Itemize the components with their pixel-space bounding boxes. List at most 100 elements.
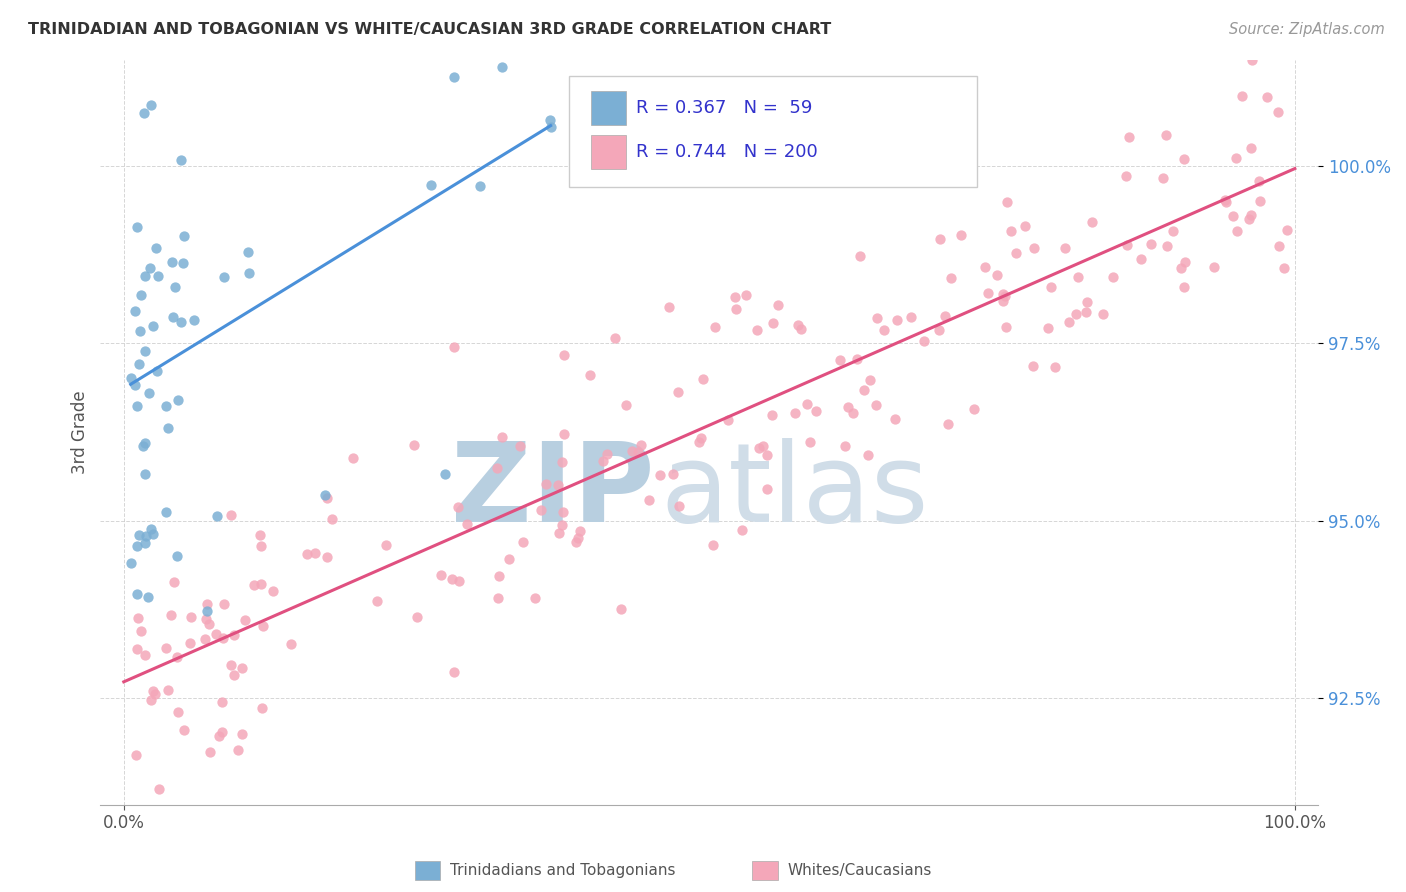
Point [630, 438, 652, 452]
Point [553, 348, 575, 362]
Point [837, 400, 859, 414]
Point [650, 467, 672, 482]
Point [129, 624, 152, 638]
Point [1014, 219, 1036, 234]
Text: Trinidadians and Tobagonians: Trinidadians and Tobagonians [450, 863, 675, 878]
Point [627, 445, 650, 459]
Point [1057, 315, 1080, 329]
Point [249, 528, 271, 542]
Point [568, 524, 591, 538]
Point [579, 368, 602, 383]
Point [162, 310, 184, 324]
Point [315, 550, 337, 565]
Point [1173, 152, 1195, 166]
Point [551, 455, 574, 469]
Point [155, 505, 177, 519]
Point [250, 701, 273, 715]
Point [1140, 236, 1163, 251]
Point [534, 476, 557, 491]
Point [1173, 279, 1195, 293]
Point [231, 727, 253, 741]
Point [155, 640, 177, 655]
Point [1226, 223, 1249, 237]
Point [762, 316, 785, 330]
Point [143, 687, 166, 701]
Point [1249, 194, 1271, 208]
Point [735, 288, 758, 302]
Point [374, 538, 396, 552]
Point [250, 577, 273, 591]
Point [1091, 307, 1114, 321]
Point [456, 517, 478, 532]
Point [195, 604, 218, 618]
Point [195, 612, 218, 626]
Point [834, 438, 856, 452]
Point [973, 260, 995, 274]
Point [167, 393, 190, 408]
Point [596, 447, 619, 461]
Point [141, 98, 163, 112]
Point [799, 434, 821, 449]
Point [689, 430, 711, 444]
Point [134, 536, 156, 550]
Point [1130, 252, 1153, 266]
Point [488, 569, 510, 583]
Point [866, 310, 889, 325]
Point [128, 528, 150, 542]
Point [342, 451, 364, 466]
Point [211, 725, 233, 739]
Point [1039, 280, 1062, 294]
Point [443, 340, 465, 354]
Point [179, 636, 201, 650]
Point [145, 241, 167, 255]
Point [434, 467, 457, 481]
Point [134, 648, 156, 662]
Point [136, 590, 159, 604]
Point [1115, 237, 1137, 252]
Point [756, 448, 779, 462]
Point [125, 641, 148, 656]
Point [162, 254, 184, 268]
Point [725, 301, 748, 316]
Point [142, 319, 165, 334]
Point [205, 508, 228, 523]
Text: atlas: atlas [661, 438, 929, 545]
Point [666, 384, 689, 399]
Point [1080, 215, 1102, 229]
Point [592, 454, 614, 468]
Point [134, 344, 156, 359]
Point [638, 492, 661, 507]
Point [262, 584, 284, 599]
Point [233, 613, 256, 627]
Point [786, 318, 808, 333]
Point [790, 322, 813, 336]
Point [402, 437, 425, 451]
Point [842, 406, 865, 420]
Point [238, 267, 260, 281]
Point [1053, 241, 1076, 255]
Point [443, 70, 465, 84]
Point [614, 398, 637, 412]
Point [755, 482, 778, 496]
Point [139, 522, 162, 536]
Point [530, 503, 553, 517]
Point [1118, 129, 1140, 144]
Text: R = 0.744   N = 200: R = 0.744 N = 200 [636, 143, 817, 161]
Point [405, 610, 427, 624]
Point [135, 529, 157, 543]
Point [553, 427, 575, 442]
Point [139, 260, 162, 275]
Point [440, 572, 463, 586]
Point [928, 231, 950, 245]
Point [212, 597, 235, 611]
Point [1102, 270, 1125, 285]
Point [180, 610, 202, 624]
Point [692, 372, 714, 386]
Point [134, 435, 156, 450]
Point [745, 323, 768, 337]
Point [166, 650, 188, 665]
Point [170, 315, 193, 329]
Point [194, 632, 217, 647]
Point [1267, 105, 1289, 120]
Point [145, 364, 167, 378]
